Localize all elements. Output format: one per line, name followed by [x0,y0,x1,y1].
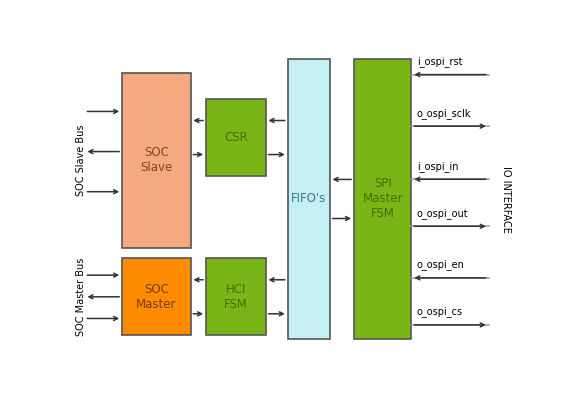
Text: SOC
Slave: SOC Slave [140,146,172,174]
Text: SOC Master Bus: SOC Master Bus [76,258,86,336]
Text: IO INTERFACE: IO INTERFACE [502,165,511,232]
Text: o_ospi_en: o_ospi_en [417,259,465,270]
Text: o_ospi_cs: o_ospi_cs [417,307,463,317]
Text: CSR: CSR [224,131,248,144]
Text: i_ospi_rst: i_ospi_rst [417,56,462,67]
Text: SOC
Master: SOC Master [136,283,177,311]
Bar [354,59,412,338]
Text: i_ospi_in: i_ospi_in [417,161,458,172]
Text: o_ospi_sclk: o_ospi_sclk [417,108,471,119]
Text: o_ospi_out: o_ospi_out [417,208,469,219]
Text: SOC Slave Bus: SOC Slave Bus [76,125,86,196]
Bar [288,59,329,338]
Text: FIFO's: FIFO's [291,193,326,205]
Bar [206,258,266,336]
Text: HCI
FSM: HCI FSM [224,283,248,311]
Bar [122,73,190,247]
Bar [122,258,190,336]
Bar [206,99,266,176]
Text: SPI
Master
FSM: SPI Master FSM [363,177,403,221]
